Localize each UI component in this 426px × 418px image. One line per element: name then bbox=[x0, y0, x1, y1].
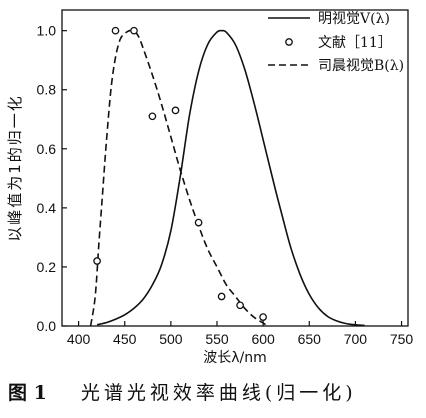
y-tick-label: 0.6 bbox=[37, 141, 57, 157]
literature-data-point bbox=[93, 257, 101, 265]
legend-label-circadian: 司晨视觉B(λ) bbox=[318, 58, 404, 74]
y-tick-label: 0.8 bbox=[37, 82, 57, 98]
x-tick-label: 650 bbox=[298, 331, 322, 347]
series-curves bbox=[89, 29, 365, 326]
circadian-b-curve bbox=[89, 29, 269, 326]
literature-data-point bbox=[130, 26, 138, 35]
literature-data-point bbox=[111, 26, 120, 35]
figure-number: 图 1 bbox=[8, 382, 47, 404]
x-tick-label: 700 bbox=[344, 331, 368, 347]
legend-label-photopic: 明视觉V(λ) bbox=[318, 11, 390, 27]
x-tick-label: 600 bbox=[251, 331, 275, 347]
x-axis-label: 波长λ/nm bbox=[203, 350, 267, 366]
literature-data-points bbox=[93, 26, 267, 321]
literature-data-point bbox=[259, 313, 267, 321]
legend-circle-marker-swatch bbox=[285, 38, 293, 46]
legend-label-literature: 文献［11］ bbox=[318, 35, 392, 51]
y-tick-label: 0.2 bbox=[37, 259, 57, 275]
literature-data-point bbox=[148, 112, 157, 121]
x-tick-label: 750 bbox=[390, 331, 414, 347]
photopic-v-curve bbox=[96, 29, 365, 326]
spectral-efficiency-chart: 400 450 500 550 600 650 700 750 0.0 0.2 0.4 0.6 0.8 1… bbox=[6, 9, 414, 366]
x-tick-label: 550 bbox=[205, 331, 229, 347]
literature-data-point bbox=[194, 218, 203, 227]
plot-frame bbox=[61, 9, 409, 327]
literature-data-point bbox=[236, 301, 244, 310]
y-tick-label: 0.0 bbox=[37, 318, 57, 334]
figure-caption-text: 光谱光视效率曲线(归一化) bbox=[80, 382, 357, 404]
x-tick-label: 400 bbox=[67, 331, 91, 347]
y-tick-label: 1.0 bbox=[37, 23, 57, 39]
y-tick-label: 0.4 bbox=[37, 200, 57, 216]
x-tick-label: 500 bbox=[159, 331, 183, 347]
figure-caption: 图 1 光谱光视效率曲线(归一化) bbox=[8, 382, 357, 406]
axis-ticks: 400 450 500 550 600 650 700 750 0.0 0.2 0.4 0.6 0.8 1… bbox=[37, 23, 414, 347]
y-axis-label: 以峰值为1的归一化 bbox=[6, 94, 24, 242]
x-tick-label: 450 bbox=[113, 331, 137, 347]
literature-data-point bbox=[217, 292, 226, 301]
literature-data-point bbox=[171, 106, 180, 115]
legend: 明视觉V(λ) 文献［11］ 司晨视觉B(λ) bbox=[268, 11, 404, 74]
